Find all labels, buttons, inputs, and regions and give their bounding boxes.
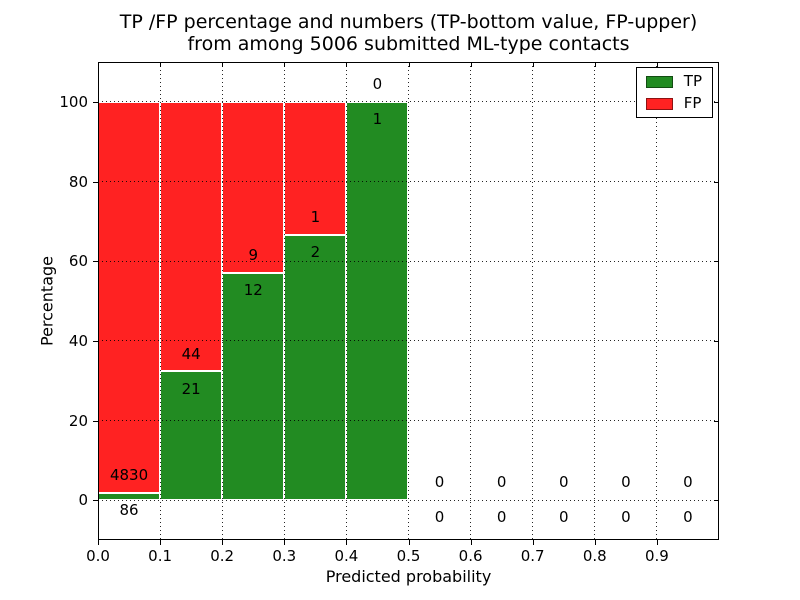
v-gridline	[532, 62, 534, 540]
tp-count-label: 1	[372, 109, 383, 128]
plot-area: 4830 86 44 21 9 12 1 2 0 1 0 0 0 0 0 0 0 0 0 0 TP FP	[98, 62, 719, 540]
legend-swatch-tp	[645, 75, 673, 88]
y-tick-mark	[93, 340, 98, 342]
tp-count-label: 2	[310, 242, 321, 261]
x-tick-mark-top	[346, 62, 348, 67]
x-tick-mark-top	[470, 62, 472, 67]
x-tick-label: 0.8	[582, 547, 607, 565]
bar-fp-segment	[284, 101, 347, 235]
x-tick-label: 0.6	[458, 547, 483, 565]
x-tick-mark	[160, 540, 162, 545]
y-tick-label: 40	[68, 331, 88, 350]
y-tick-mark-right	[714, 181, 719, 183]
x-tick-label: 0.4	[334, 547, 359, 565]
bar-fp-segment	[160, 101, 223, 372]
x-tick-label: 0.7	[520, 547, 545, 565]
fp-count-label: 0	[621, 473, 631, 492]
x-tick-label: 0.0	[86, 547, 110, 565]
y-tick-label: 60	[68, 252, 88, 271]
fp-count-label: 0	[496, 473, 507, 492]
x-tick-mark	[284, 540, 286, 545]
fp-count-label: 1	[310, 207, 321, 226]
v-gridline	[159, 62, 161, 540]
x-tick-mark	[470, 540, 472, 545]
chart-title-line1: TP /FP percentage and numbers (TP-bottom…	[119, 11, 698, 33]
x-tick-mark	[408, 540, 410, 545]
x-tick-mark	[656, 540, 658, 545]
y-tick-mark-right	[714, 340, 719, 342]
x-tick-mark	[222, 540, 224, 545]
bar-fp-segment	[98, 101, 161, 494]
chart-title: TP /FP percentage and numbers (TP-bottom…	[98, 11, 719, 55]
x-axis-label: Predicted probability	[325, 567, 492, 586]
fp-count-label: 0	[372, 74, 383, 93]
x-tick-label: 0.3	[272, 547, 297, 565]
tp-count-label: 21	[181, 379, 201, 398]
bar-tp-segment	[284, 234, 347, 501]
y-tick-mark-right	[714, 261, 719, 263]
y-tick-mark	[93, 261, 98, 263]
x-tick-mark	[98, 540, 99, 545]
legend-swatch-fp	[645, 97, 673, 110]
fp-count-label: 0	[434, 473, 445, 492]
y-tick-mark	[93, 101, 98, 103]
x-tick-mark-top	[656, 62, 658, 67]
y-tick-label: 20	[68, 411, 88, 430]
y-tick-mark	[93, 181, 98, 183]
legend-row-fp: FP	[645, 94, 702, 112]
x-tick-mark	[594, 540, 596, 545]
tp-count-label: 0	[558, 508, 569, 527]
fp-count-label: 0	[558, 473, 569, 492]
x-tick-label: 0.9	[644, 547, 669, 565]
tp-count-label: 86	[119, 501, 139, 520]
tp-count-label: 0	[434, 508, 445, 527]
y-tick-mark	[93, 420, 98, 422]
x-tick-label: 0.5	[396, 547, 421, 565]
tp-count-label: 12	[243, 280, 263, 299]
x-tick-mark-top	[160, 62, 162, 67]
v-gridline	[656, 62, 658, 540]
legend: TP FP	[635, 67, 713, 118]
x-tick-mark-top	[98, 62, 99, 67]
x-tick-mark-top	[408, 62, 410, 67]
v-gridline	[221, 62, 223, 540]
v-gridline	[470, 62, 472, 540]
v-gridline	[283, 62, 285, 540]
chart-title-line2: from among 5006 submitted ML-type contac…	[187, 33, 630, 55]
legend-label-fp: FP	[683, 94, 702, 112]
y-tick-label: 0	[78, 491, 88, 510]
x-tick-label: 0.1	[148, 547, 173, 565]
x-tick-mark-top	[532, 62, 534, 67]
bar-fp-segment	[222, 101, 285, 273]
x-tick-mark	[346, 540, 348, 545]
x-tick-mark-top	[222, 62, 224, 67]
y-tick-label: 100	[59, 92, 88, 111]
tp-count-label: 0	[683, 508, 693, 527]
v-gridline	[345, 62, 347, 540]
tp-count-label: 0	[496, 508, 507, 527]
bar-tp-segment	[222, 272, 285, 501]
v-gridline	[594, 62, 596, 540]
y-tick-mark-right	[714, 101, 719, 103]
legend-label-tp: TP	[683, 72, 702, 90]
y-tick-mark-right	[714, 420, 719, 422]
y-tick-label: 80	[68, 172, 88, 191]
legend-row-tp: TP	[645, 72, 702, 90]
y-tick-mark-right	[714, 500, 719, 502]
bar-tp-segment	[160, 371, 223, 501]
x-tick-mark	[532, 540, 534, 545]
x-tick-label: 0.2	[210, 547, 235, 565]
fp-count-label: 0	[683, 473, 693, 492]
v-gridline	[408, 62, 409, 540]
fp-count-label: 4830	[109, 466, 149, 485]
bar-tp-segment	[346, 101, 409, 501]
fp-count-label: 9	[248, 245, 258, 264]
x-tick-mark-top	[284, 62, 286, 67]
x-tick-mark-top	[594, 62, 596, 67]
y-tick-mark	[93, 500, 98, 502]
fp-count-label: 44	[181, 344, 201, 363]
tp-count-label: 0	[621, 508, 631, 527]
